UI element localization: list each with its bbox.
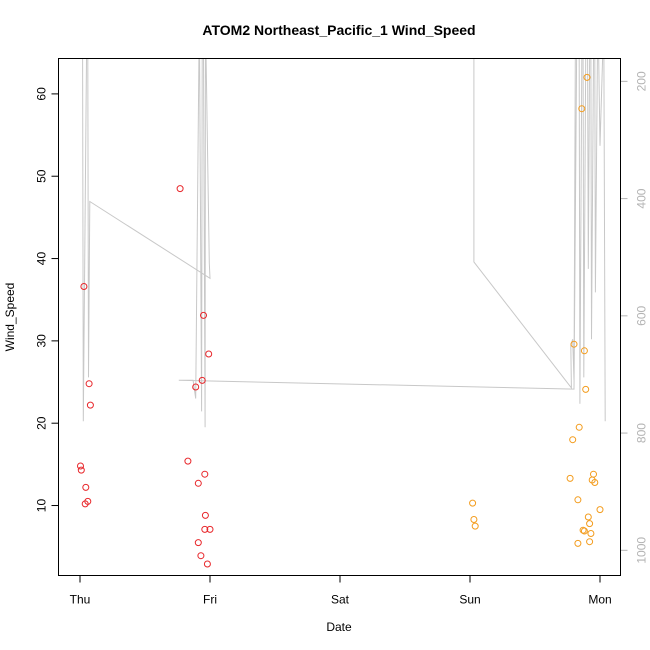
data-point [566, 474, 574, 482]
data-point [587, 530, 595, 537]
y-tick-label: 60 [35, 87, 49, 101]
axes-layer: Thu Fri Sat Sun Mon 10 20 30 40 50 60 200 400 600 800 1… [35, 71, 649, 606]
data-point [470, 516, 478, 523]
data-point [201, 525, 209, 533]
data-point [86, 401, 94, 409]
y-axis-label: Wind_Speed [3, 283, 17, 352]
data-point [198, 376, 206, 384]
data-point [590, 470, 597, 478]
data-point [77, 466, 85, 474]
data-point [200, 311, 207, 319]
data-point [574, 539, 582, 547]
data-point [77, 462, 84, 470]
x-tick-label: Thu [70, 593, 91, 607]
y-tick-label: 30 [35, 334, 49, 348]
data-point [584, 513, 592, 521]
data-point [203, 560, 211, 568]
data-point [206, 525, 214, 533]
y-tick-label: 50 [35, 169, 49, 183]
plot-frame [58, 58, 621, 576]
data-point [469, 499, 477, 507]
data-point [574, 496, 582, 504]
y2-tick-label: 800 [635, 423, 649, 443]
data-point [578, 105, 586, 113]
data-point [586, 520, 594, 528]
x-tick-label: Fri [203, 593, 217, 607]
data-point [82, 483, 90, 491]
data-point [471, 522, 479, 530]
x-axis-label: Date [326, 620, 352, 634]
data-point [201, 470, 209, 478]
y-tick-label: 20 [35, 416, 49, 430]
data-point [184, 457, 192, 465]
y2-tick-label: 400 [635, 188, 649, 208]
data-point [583, 73, 591, 81]
y2-tick-label: 600 [635, 305, 649, 325]
data-point [176, 185, 184, 193]
y-tick-label: 40 [35, 252, 49, 266]
scatter-points-layer [77, 73, 604, 568]
data-point [582, 385, 590, 393]
data-point [192, 383, 200, 391]
data-point [201, 511, 209, 519]
data-point [85, 380, 93, 388]
data-point [580, 347, 588, 355]
data-point [84, 497, 92, 505]
data-point [579, 526, 587, 534]
data-point [575, 423, 583, 431]
pressure-line-layer [80, 58, 606, 428]
data-point [205, 350, 213, 358]
data-point [570, 340, 578, 348]
data-point [586, 538, 594, 546]
data-point [197, 552, 205, 560]
x-tick-label: Mon [588, 593, 611, 607]
x-tick-label: Sat [331, 593, 350, 607]
x-tick-label: Sun [459, 593, 480, 607]
y2-tick-label: 200 [635, 71, 649, 91]
data-point [580, 527, 588, 535]
pressure-line [80, 58, 606, 428]
y-tick-label: 10 [35, 499, 49, 513]
data-point [591, 479, 599, 486]
data-point [194, 479, 202, 487]
data-point [569, 436, 577, 444]
data-point [80, 283, 88, 290]
chart-title: ATOM2 Northeast_Pacific_1 Wind_Speed [202, 22, 475, 38]
y2-tick-label: 1000 [635, 537, 649, 564]
data-point [596, 506, 604, 514]
data-point [194, 539, 202, 547]
